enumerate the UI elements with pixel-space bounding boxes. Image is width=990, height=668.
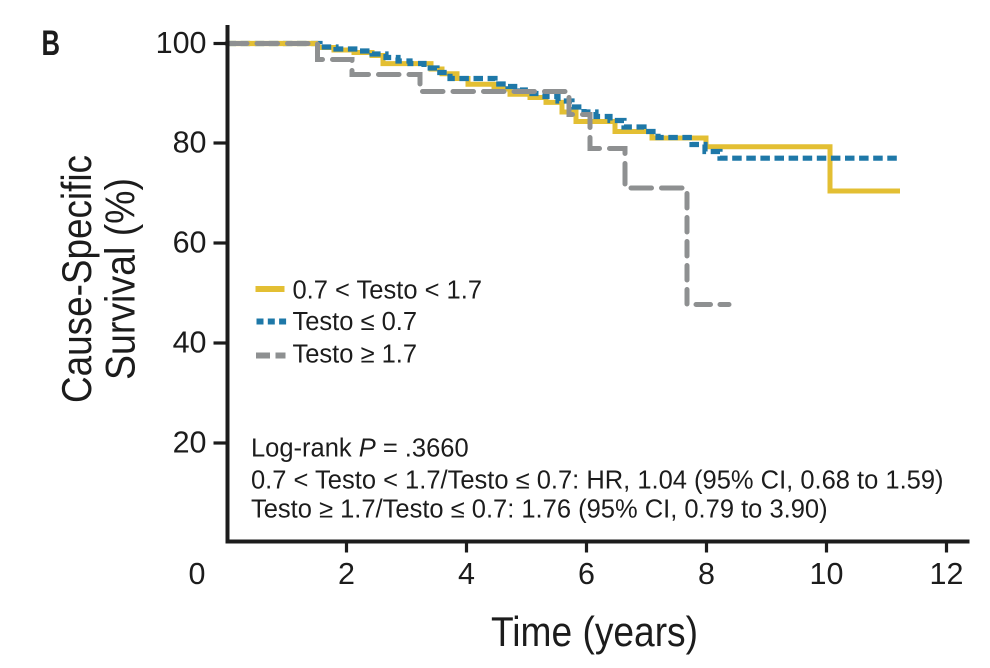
svg-text:10: 10 (810, 557, 844, 591)
svg-text:0.7 < Testo < 1.7/Testo ≤ 0.7:: 0.7 < Testo < 1.7/Testo ≤ 0.7: HR, 1.04 … (251, 467, 944, 495)
svg-text:Log-rank P = .3660: Log-rank P = .3660 (251, 435, 469, 463)
svg-text:0.7 < Testo < 1.7: 0.7 < Testo < 1.7 (293, 277, 483, 305)
svg-text:Testo ≥ 1.7: Testo ≥ 1.7 (293, 341, 418, 369)
svg-text:Testo ≤ 0.7: Testo ≤ 0.7 (293, 308, 418, 336)
svg-text:0: 0 (189, 557, 206, 591)
svg-text:100: 100 (156, 26, 207, 60)
svg-text:Time (years): Time (years) (491, 608, 698, 655)
svg-text:80: 80 (173, 126, 207, 160)
svg-text:2: 2 (338, 557, 355, 591)
svg-text:8: 8 (698, 557, 715, 591)
svg-text:Cause-Specific: Cause-Specific (53, 155, 100, 403)
svg-text:Survival (%): Survival (%) (97, 178, 144, 380)
svg-text:12: 12 (930, 557, 964, 591)
svg-text:20: 20 (173, 426, 207, 460)
svg-text:6: 6 (578, 557, 595, 591)
svg-text:Testo ≥ 1.7/Testo ≤ 0.7: 1.76: Testo ≥ 1.7/Testo ≤ 0.7: 1.76 (95% CI, 0… (251, 496, 828, 524)
svg-text:4: 4 (458, 557, 475, 591)
svg-text:40: 40 (173, 326, 207, 360)
svg-text:B: B (42, 24, 61, 63)
svg-text:60: 60 (173, 226, 207, 260)
